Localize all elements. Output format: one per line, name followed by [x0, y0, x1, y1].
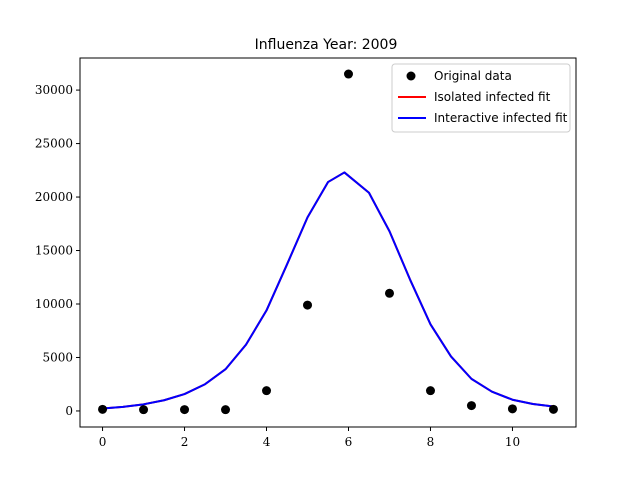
legend-marker — [406, 71, 416, 81]
x-tick-label: 2 — [181, 435, 189, 449]
data-point — [98, 404, 108, 414]
axes: 0 2 4 6 8 10 0 5000 10000 15000 20000 25000 30000 — [35, 57, 577, 449]
y-tick-label: 25000 — [35, 137, 73, 151]
data-point — [221, 405, 231, 415]
data-point — [303, 300, 313, 310]
data-point — [262, 386, 272, 396]
legend-label: Interactive infected fit — [434, 111, 568, 125]
legend: Original data Isolated infected fit Intera… — [391, 63, 571, 133]
data-point — [425, 386, 435, 396]
data-point — [466, 401, 476, 411]
x-tick-label: 0 — [99, 435, 107, 449]
legend-label: Isolated infected fit — [434, 90, 551, 104]
y-tick-label: 0 — [65, 404, 73, 418]
data-point — [548, 404, 558, 414]
data-point — [384, 288, 394, 298]
y-tick-label: 10000 — [35, 297, 73, 311]
y-tick-label: 20000 — [35, 190, 73, 204]
x-tick-label: 10 — [505, 435, 520, 449]
x-tick-label: 6 — [345, 435, 353, 449]
series-line-2 — [101, 171, 555, 410]
x-tick-label: 8 — [427, 435, 435, 449]
x-tick-label: 4 — [263, 435, 271, 449]
y-tick-label: 5000 — [42, 350, 73, 364]
legend-label: Original data — [434, 69, 512, 83]
data-point — [180, 405, 190, 415]
axes-frame — [79, 57, 577, 428]
data-point — [343, 69, 353, 79]
y-tick-label: 15000 — [35, 244, 73, 258]
y-tick-label: 30000 — [35, 83, 73, 97]
legend-box — [391, 63, 571, 133]
plot-area — [98, 69, 558, 415]
data-point — [139, 405, 149, 415]
data-point — [507, 404, 517, 414]
chart-title: Influenza Year: 2009 — [255, 37, 398, 53]
